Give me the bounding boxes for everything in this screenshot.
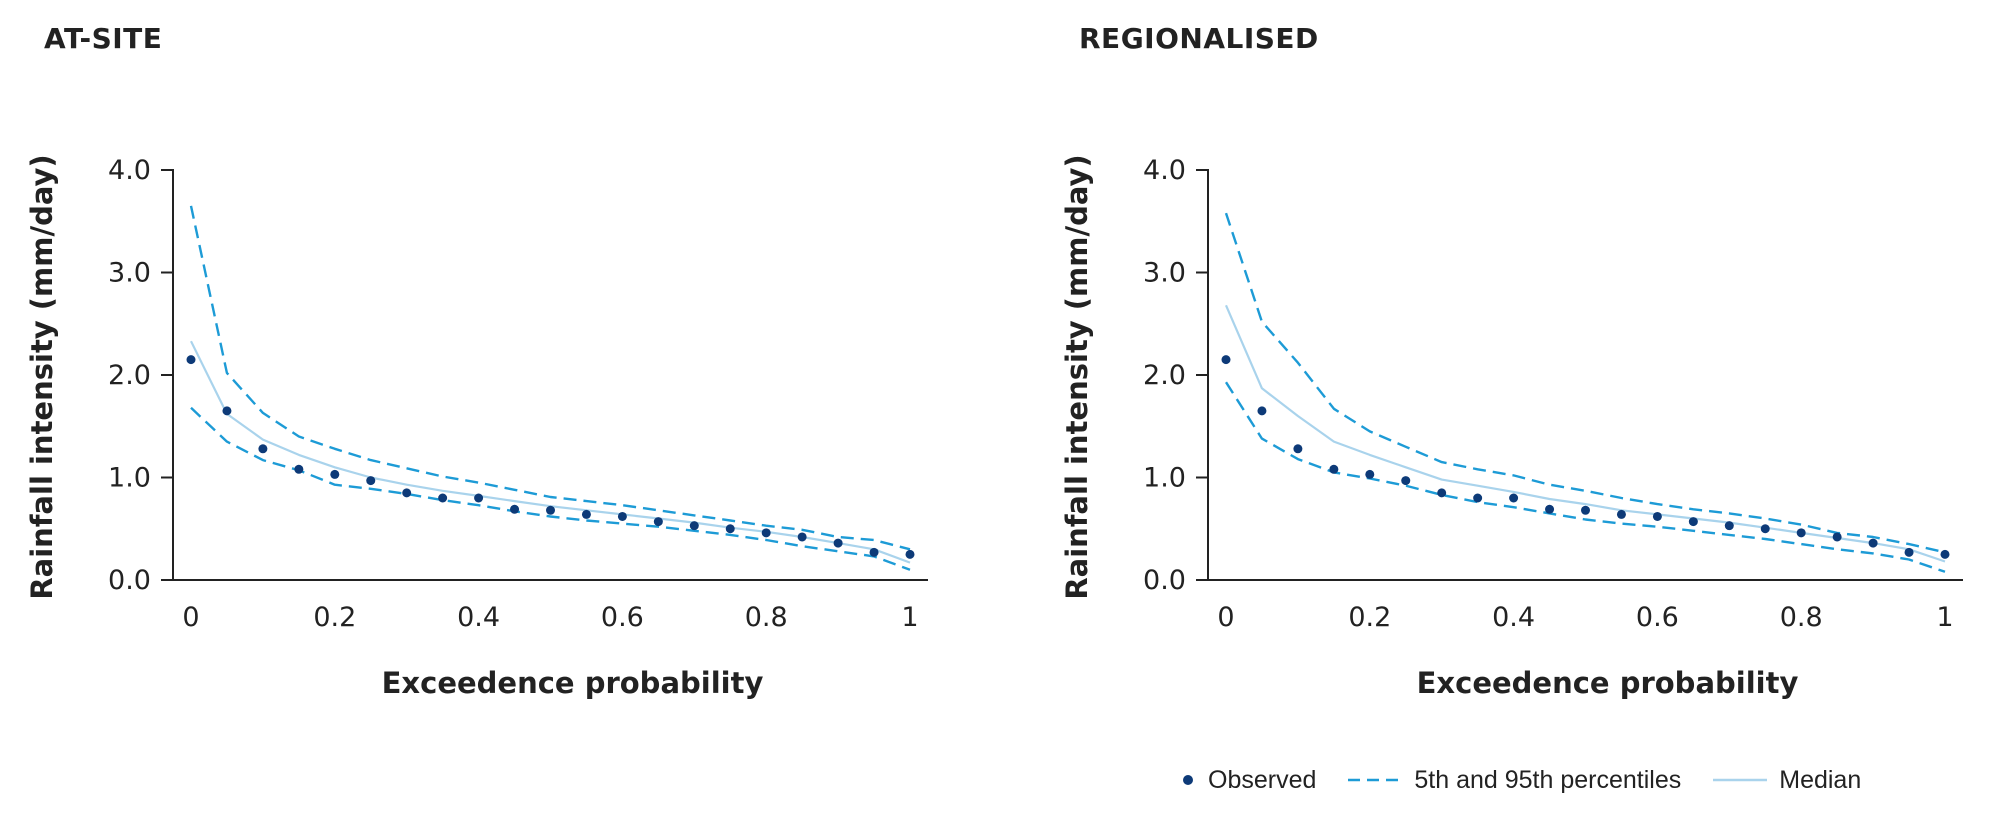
chart-title: AT-SITE <box>44 22 163 55</box>
y-tick-label: 0.0 <box>1143 565 1186 596</box>
y-tick-label: 1.0 <box>108 463 151 494</box>
observed-point <box>1688 517 1698 527</box>
legend-item-median: Median <box>1713 766 1861 795</box>
observed-point <box>1365 469 1375 479</box>
legend-item-observed: Observed <box>1180 766 1316 795</box>
observed-point <box>222 406 232 416</box>
observed-point <box>653 517 663 527</box>
observed-point <box>581 509 591 519</box>
y-tick-label: 1.0 <box>1143 463 1186 494</box>
observed-point <box>294 464 304 474</box>
observed-point <box>1257 406 1267 416</box>
observed-point <box>1329 464 1339 474</box>
observed-point <box>905 549 915 559</box>
y-tick-label: 4.0 <box>1143 155 1186 186</box>
legend-label: Observed <box>1208 765 1317 794</box>
observed-point <box>761 528 771 538</box>
x-axis-title: Exceedence probability <box>382 666 764 700</box>
legend-label: Median <box>1779 765 1862 794</box>
observed-point <box>725 524 735 534</box>
x-tick-label: 0.2 <box>1348 602 1391 633</box>
y-tick-label: 2.0 <box>1143 360 1186 391</box>
observed-point <box>1437 488 1447 498</box>
y-tick-label: 3.0 <box>1143 258 1186 289</box>
observed-point <box>366 476 376 486</box>
observed-point <box>1616 509 1626 519</box>
x-tick-label: 0.6 <box>1636 602 1679 633</box>
x-axis-title: Exceedence probability <box>1417 666 1799 700</box>
observed-point <box>1293 444 1303 454</box>
chart-panel-regionalised: REGIONALISED 0.0 1.0 2.0 3.0 4.0 0 0.2 0.4 0.6 0.… <box>1035 0 2000 829</box>
x-tick-label: 0.8 <box>1780 602 1823 633</box>
observed-point <box>1221 355 1231 365</box>
chart-svg: 0.0 1.0 2.0 3.0 4.0 0 0.2 0.4 0.6 0.8 1 Exceedence … <box>25 154 928 700</box>
observed-point <box>438 493 448 503</box>
observed-point <box>510 504 520 514</box>
chart-svg: 0.0 1.0 2.0 3.0 4.0 0 0.2 0.4 0.6 0.8 1 Exceedence … <box>1060 154 1963 700</box>
x-tick-label: 1 <box>1936 602 1953 633</box>
observed-point <box>833 538 843 548</box>
y-tick-label: 4.0 <box>108 155 151 186</box>
x-tick-label: 0.4 <box>1492 602 1535 633</box>
percentile-5-line <box>1224 381 1946 573</box>
x-tick-label: 0.2 <box>313 602 356 633</box>
percentile-5-line <box>190 406 911 571</box>
dashed-line-icon <box>1348 778 1403 782</box>
legend: Observed 5th and 95th percentiles Median <box>1180 762 1861 798</box>
observed-point <box>797 532 807 542</box>
observed-point <box>402 488 412 498</box>
legend-item-percentiles: 5th and 95th percentiles <box>1348 766 1681 795</box>
observed-point <box>1581 505 1590 515</box>
y-axis-title: Rainfall intensity (mm/day) <box>1060 154 1094 599</box>
x-tick-label: 0.4 <box>457 602 500 633</box>
x-tick-label: 0 <box>1217 602 1234 633</box>
x-tick-label: 1 <box>901 602 918 633</box>
legend-label: 5th and 95th percentiles <box>1414 765 1682 794</box>
observed-point <box>1401 476 1411 486</box>
observed-point <box>1904 547 1914 557</box>
observed-point <box>617 511 627 521</box>
x-tick-label: 0.8 <box>745 602 788 633</box>
observed-point <box>1724 521 1734 531</box>
observed-point <box>1652 511 1662 521</box>
observed-point <box>258 444 268 454</box>
y-tick-label: 3.0 <box>108 258 151 289</box>
observed-point <box>1545 504 1555 514</box>
observed-point <box>1868 538 1878 548</box>
observed-point <box>689 521 699 531</box>
x-tick-label: 0.6 <box>601 602 644 633</box>
percentile-95-line <box>189 205 911 551</box>
observed-point <box>1473 493 1483 503</box>
observed-point <box>330 469 340 479</box>
observed-point <box>1760 524 1770 534</box>
x-tick-label: 0 <box>182 602 199 633</box>
observed-point <box>474 493 484 503</box>
y-tick-label: 2.0 <box>108 360 151 391</box>
observed-point <box>186 355 196 365</box>
percentile-95-line <box>1224 212 1946 554</box>
observed-point <box>1832 532 1842 542</box>
observed-point <box>1509 493 1519 503</box>
observed-point <box>546 505 555 515</box>
chart-panel-at-site: AT-SITE 0.0 1.0 2.0 3.0 4.0 0 0.2 0.4 0.6 0.8 1 Exc… <box>25 22 928 700</box>
solid-line-icon <box>1713 778 1768 782</box>
observed-dot-icon <box>1183 775 1193 785</box>
observed-point <box>1940 549 1950 559</box>
chart-title: REGIONALISED <box>1079 22 1319 55</box>
y-tick-label: 0.0 <box>108 565 151 596</box>
y-axis-title: Rainfall intensity (mm/day) <box>25 154 59 599</box>
observed-point <box>869 547 879 557</box>
observed-point <box>1796 528 1806 538</box>
median-line <box>1224 304 1946 563</box>
